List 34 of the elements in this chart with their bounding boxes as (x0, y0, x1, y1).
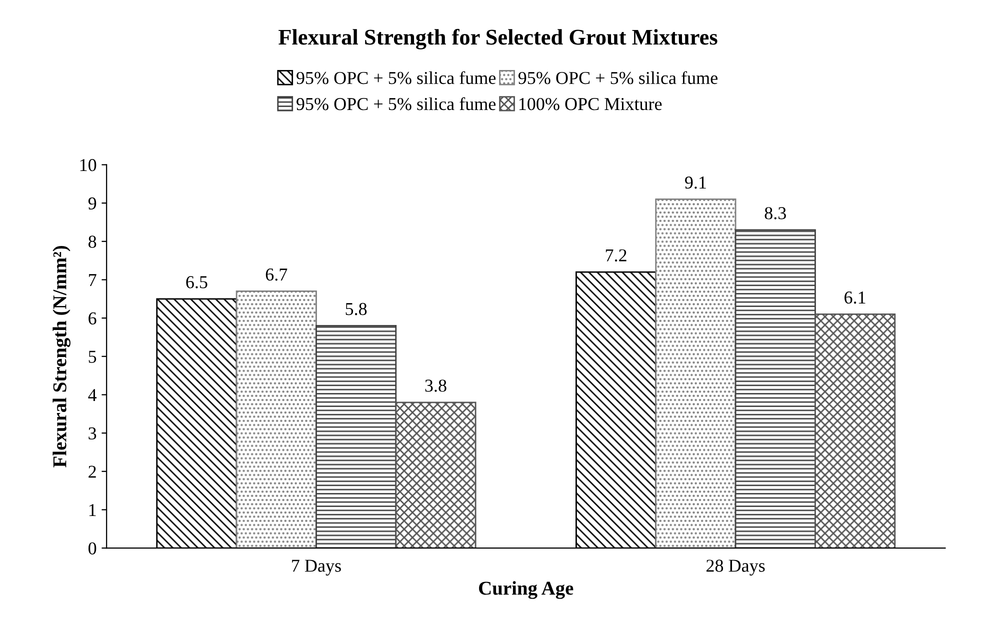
y-tick-label: 9 (88, 197, 96, 210)
y-tick-label: 6 (88, 312, 96, 325)
y-tick-label: 4 (88, 389, 97, 401)
chart-title: Flexural Strength for Selected Grout Mixtures (278, 28, 718, 50)
x-tick-label: 28 Days (706, 560, 765, 576)
y-tick-label: 0 (88, 542, 96, 554)
data-label: 6.1 (844, 291, 866, 304)
x-axis-title: Curing Age (479, 581, 574, 599)
data-label: 5.8 (346, 302, 367, 316)
data-label: 8.3 (764, 207, 786, 220)
y-tick-label: 2 (88, 466, 96, 478)
legend-label: 95% OPC + 5% silica fume (296, 97, 496, 110)
data-label: 6.5 (186, 276, 208, 288)
x-tick-label: 7 Days (292, 560, 341, 576)
y-tick-label: 10 (80, 158, 96, 172)
bar (814, 314, 896, 548)
y-tick-label: 5 (88, 350, 96, 363)
legend-label: 95% OPC + 5% silica fume (296, 71, 496, 84)
legend-label: 100% OPC Mixture (519, 98, 662, 110)
legend-label: 95% OPC + 5% silica fume (518, 71, 718, 84)
bar (655, 198, 736, 548)
data-label: 7.2 (606, 249, 626, 262)
y-tick-label: 7 (89, 274, 96, 286)
data-label: 3.8 (425, 380, 446, 392)
y-tick-label: 8 (88, 236, 96, 248)
y-tick-label: 1 (89, 504, 96, 516)
y-tick-label: 3 (88, 427, 96, 440)
bar (734, 229, 816, 548)
bar (236, 290, 317, 548)
bar (316, 325, 397, 548)
data-label: 9.1 (685, 176, 706, 189)
data-label: 6.7 (266, 268, 288, 281)
y-axis-title: Flexural Strength (N/mm²) (52, 246, 70, 468)
bar (395, 402, 476, 548)
